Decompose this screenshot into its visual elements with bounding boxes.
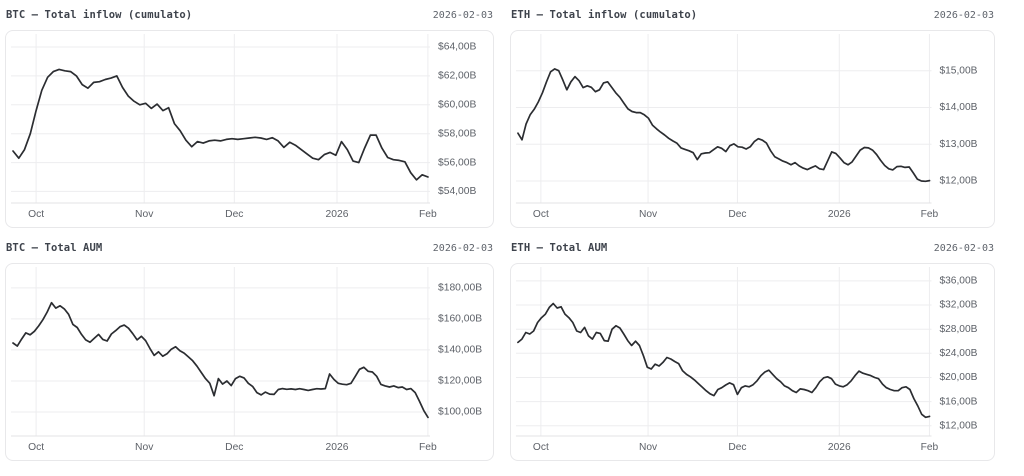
x-tick-label: 2026 [828,209,851,220]
x-tick-label: Oct [28,209,44,220]
panel-eth-total-aum: ETH — Total AUM 2026-02-03 $36,00B $32,00… [510,241,995,461]
x-tick-label: Feb [921,442,939,453]
chart-card: $64,00B $62,00B $60,00B $58,00B $56,00B $54,0… [5,30,494,228]
x-tick-label: Feb [419,442,437,453]
line-chart-canvas[interactable]: $36,00B $32,00B $28,00B $24,00B $20,00B $16,0… [511,264,994,460]
x-tick-label: Dec [225,442,243,453]
x-tick-label: Oct [533,442,549,453]
series-line [12,301,429,419]
y-tick-label: $28,00B [939,324,977,335]
chart-card: $15,00B $14,00B $13,00B $12,00B Oct Nov Dec 202… [510,30,995,228]
y-tick-label: $14,00B [939,102,977,113]
chart-date: 2026-02-03 [432,243,493,254]
y-tick-label: $20,00B [939,372,977,383]
series-line [517,68,931,183]
y-tick-label: $32,00B [939,300,977,311]
chart-header: BTC — Total inflow (cumulato) 2026-02-03 [6,8,493,22]
x-tick-label: Nov [639,209,658,220]
panel-btc-total-inflow: BTC — Total inflow (cumulato) 2026-02-03… [5,8,494,228]
y-tick-label: $62,00B [438,71,476,82]
chart-header: ETH — Total AUM 2026-02-03 [511,241,994,255]
y-tick-label: $60,00B [438,100,476,111]
y-tick-label: $54,00B [438,186,476,197]
series-line [12,68,429,181]
series-line [517,302,931,419]
y-tick-label: $58,00B [438,128,476,139]
y-tick-label: $12,00B [939,420,977,431]
chart-title: BTC — Total AUM [6,242,103,254]
x-tick-label: Dec [225,209,243,220]
y-tick-label: $180,00B [438,283,482,294]
x-tick-label: 2026 [828,442,851,453]
chart-title: ETH — Total inflow (cumulato) [511,9,698,21]
line-chart-canvas[interactable]: $15,00B $14,00B $13,00B $12,00B Oct Nov Dec 202… [511,31,994,227]
chart-header: ETH — Total inflow (cumulato) 2026-02-03 [511,8,994,22]
x-tick-label: Feb [419,209,437,220]
line-chart-canvas[interactable]: $64,00B $62,00B $60,00B $58,00B $56,00B $54,0… [6,31,493,227]
x-tick-label: Oct [28,442,44,453]
chart-date: 2026-02-03 [933,243,994,254]
x-tick-label: Feb [921,209,939,220]
x-tick-label: Nov [135,442,154,453]
y-tick-label: $36,00B [939,276,977,287]
y-tick-label: $56,00B [438,157,476,168]
y-tick-label: $13,00B [939,139,977,150]
chart-title: ETH — Total AUM [511,242,608,254]
x-tick-label: 2026 [326,442,349,453]
y-tick-label: $16,00B [939,396,977,407]
x-tick-label: Nov [135,209,154,220]
charts-dashboard: BTC — Total inflow (cumulato) 2026-02-03… [5,8,995,461]
y-tick-label: $24,00B [939,348,977,359]
x-tick-label: Dec [728,442,746,453]
x-tick-label: Nov [639,442,658,453]
x-tick-label: Oct [533,209,549,220]
line-chart-canvas[interactable]: $180,00B $160,00B $140,00B $120,00B $100,00B… [6,264,493,460]
x-tick-label: 2026 [326,209,349,220]
chart-date: 2026-02-03 [432,10,493,21]
chart-card: $36,00B $32,00B $28,00B $24,00B $20,00B $16,0… [510,263,995,461]
y-tick-label: $160,00B [438,314,482,325]
chart-card: $180,00B $160,00B $140,00B $120,00B $100,00B… [5,263,494,461]
chart-date: 2026-02-03 [933,10,994,21]
chart-header: BTC — Total AUM 2026-02-03 [6,241,493,255]
chart-title: BTC — Total inflow (cumulato) [6,9,193,21]
y-tick-label: $100,00B [438,407,482,418]
panel-btc-total-aum: BTC — Total AUM 2026-02-03 $180,00B $160,… [5,241,494,461]
y-tick-label: $64,00B [438,42,476,53]
x-tick-label: Dec [728,209,746,220]
y-tick-label: $140,00B [438,345,482,356]
y-tick-label: $120,00B [438,376,482,387]
panel-eth-total-inflow: ETH — Total inflow (cumulato) 2026-02-03… [510,8,995,228]
y-tick-label: $15,00B [939,65,977,76]
y-tick-label: $12,00B [939,176,977,187]
